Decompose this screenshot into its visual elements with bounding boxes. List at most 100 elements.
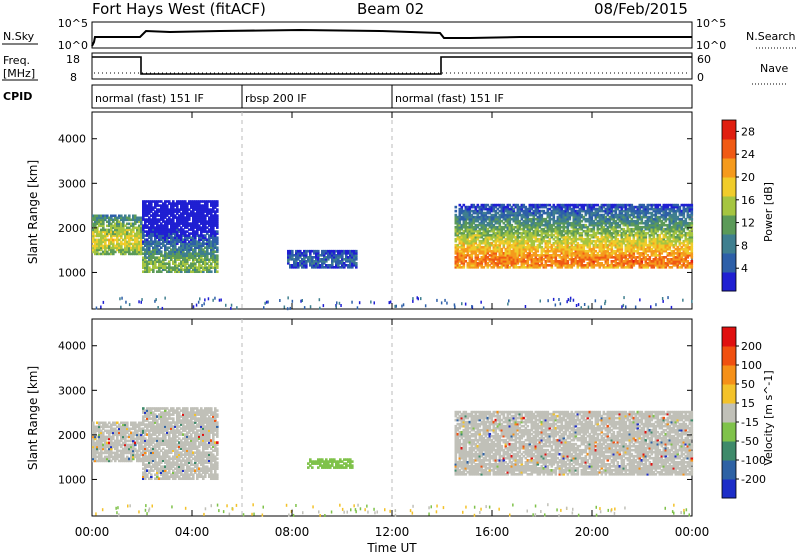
data-cell — [166, 218, 169, 221]
data-cell — [172, 248, 175, 252]
data-cell — [182, 220, 185, 223]
data-cell — [174, 204, 177, 207]
data-cell — [188, 244, 191, 248]
data-cell — [208, 222, 211, 225]
data-cell — [194, 258, 197, 262]
data-cell — [174, 266, 177, 270]
data-cell — [188, 252, 191, 256]
data-cell — [198, 218, 201, 221]
data-cell — [96, 222, 99, 226]
data-cell — [212, 256, 215, 260]
data-cell — [190, 210, 193, 213]
data-cell — [184, 260, 187, 264]
data-cell — [212, 248, 215, 252]
data-cell — [212, 242, 215, 246]
data-cell — [162, 242, 165, 246]
data-cell — [148, 232, 151, 235]
data-cell — [160, 232, 163, 235]
cpid-panel: CPID normal (fast) 151 IF rbsp 200 IF norm… — [3, 84, 693, 109]
data-cell — [212, 200, 215, 203]
data-cell — [128, 242, 131, 246]
data-cell — [168, 202, 171, 205]
data-cell — [96, 248, 99, 252]
data-cell — [158, 270, 161, 274]
data-cell — [96, 238, 99, 242]
data-cell — [114, 226, 117, 230]
data-cell — [122, 238, 125, 242]
data-cell — [108, 232, 111, 236]
data-cell — [210, 240, 213, 244]
freq-left-tick-top: 18 — [66, 53, 80, 66]
data-cell — [194, 204, 197, 207]
data-cell — [200, 232, 203, 235]
data-cell — [196, 240, 199, 244]
data-cell — [158, 230, 161, 233]
data-cell — [122, 216, 125, 220]
data-cell — [216, 218, 219, 221]
data-cell — [198, 266, 201, 270]
data-cell — [154, 260, 157, 264]
data-cell — [200, 214, 203, 217]
data-cell — [150, 260, 153, 264]
data-cell — [124, 224, 127, 228]
data-cell — [126, 244, 129, 248]
data-cell — [194, 218, 197, 221]
data-cell — [144, 220, 147, 223]
data-cell — [162, 208, 165, 211]
data-cell — [188, 270, 191, 274]
data-cell — [172, 220, 175, 223]
data-cell — [116, 226, 119, 230]
data-cell — [136, 240, 139, 244]
data-cell — [210, 228, 213, 231]
data-cell — [194, 234, 197, 237]
data-cell — [104, 240, 107, 244]
data-cell — [214, 266, 217, 270]
data-cell — [136, 246, 139, 250]
data-cell — [202, 260, 205, 264]
data-cell — [104, 250, 107, 254]
data-cell — [172, 216, 175, 219]
data-cell — [216, 246, 219, 250]
data-cell — [142, 232, 145, 235]
data-cell — [124, 244, 127, 248]
data-cell — [146, 266, 149, 270]
data-cell — [142, 234, 145, 237]
data-cell — [98, 242, 101, 246]
data-cell — [168, 212, 171, 215]
data-cell — [202, 204, 205, 207]
data-cell — [162, 244, 165, 248]
data-cell — [116, 242, 119, 246]
data-cell — [204, 228, 207, 231]
freq-panel: Freq. [MHz] 18 8 60 0 Nave — [2, 52, 788, 85]
data-cell — [100, 216, 103, 220]
data-cell — [192, 266, 195, 270]
data-cell — [104, 236, 107, 240]
data-cell — [156, 222, 159, 225]
data-cell — [146, 232, 149, 235]
data-cell — [120, 242, 123, 246]
data-cell — [160, 266, 163, 270]
data-cell — [98, 244, 101, 248]
data-cell — [192, 202, 195, 205]
data-cell — [166, 234, 169, 237]
data-cell — [108, 228, 111, 232]
data-cell — [158, 258, 161, 262]
data-cell — [110, 252, 113, 256]
data-cell — [142, 252, 145, 256]
data-cell — [120, 236, 123, 240]
data-cell — [154, 228, 157, 231]
data-cell — [192, 200, 195, 203]
data-cell — [140, 216, 143, 220]
data-cell — [152, 206, 155, 209]
data-cell — [118, 214, 121, 218]
data-cell — [176, 200, 179, 203]
data-cell — [194, 206, 197, 209]
data-cell — [204, 224, 207, 227]
data-cell — [142, 256, 145, 260]
data-cell — [152, 228, 155, 231]
data-cell — [130, 228, 133, 232]
data-cell — [200, 246, 203, 250]
data-cell — [214, 204, 217, 207]
data-cell — [168, 256, 171, 260]
data-cell — [94, 242, 97, 246]
